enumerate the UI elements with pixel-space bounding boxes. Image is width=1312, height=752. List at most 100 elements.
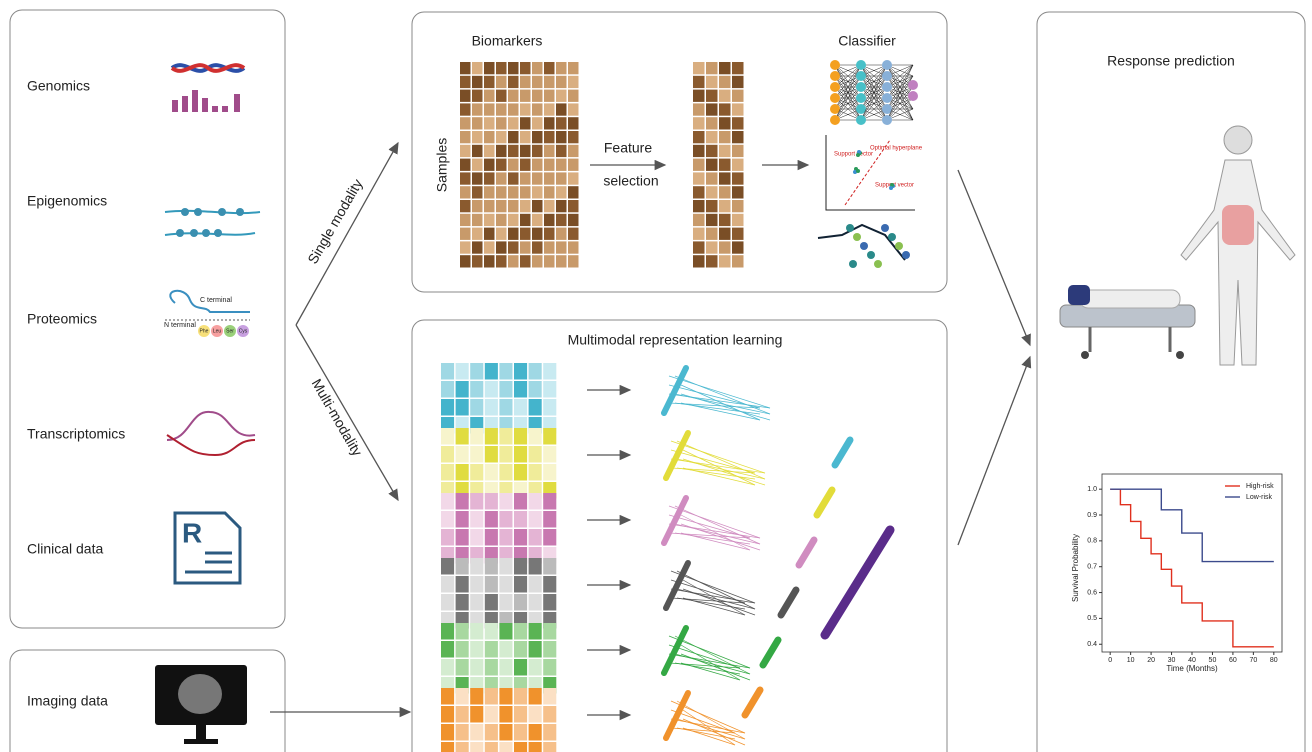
x-tick-label: 10 bbox=[1127, 657, 1135, 664]
latent-segment bbox=[763, 640, 778, 665]
heatmap-cell bbox=[508, 76, 519, 88]
tree-trunk bbox=[818, 225, 905, 260]
heatmap-cell bbox=[496, 103, 507, 115]
tree-node bbox=[853, 233, 861, 241]
panels bbox=[10, 10, 1305, 752]
heatmap-cell bbox=[470, 399, 483, 416]
response-panel bbox=[1037, 12, 1305, 752]
heatmap-cell bbox=[514, 529, 527, 546]
heatmap-cell bbox=[484, 90, 495, 102]
heatmap-cell bbox=[732, 62, 744, 74]
heatmap-cell bbox=[470, 641, 483, 658]
heatmap-cell bbox=[441, 688, 454, 705]
heatmap-cell bbox=[470, 464, 483, 481]
heatmap-cell bbox=[568, 159, 579, 171]
network-edge bbox=[675, 636, 750, 674]
heatmap-cell bbox=[485, 446, 498, 463]
heatmap-cell bbox=[514, 706, 527, 723]
heatmap-cell bbox=[520, 131, 531, 143]
heatmap-cell bbox=[693, 241, 705, 253]
heatmap-cell bbox=[485, 688, 498, 705]
network-edge bbox=[683, 580, 745, 615]
heatmap-cell bbox=[706, 103, 718, 115]
heatmap-cell bbox=[719, 241, 731, 253]
heatmap-cell bbox=[719, 145, 731, 157]
network-edge bbox=[677, 701, 745, 739]
heatmap-cell bbox=[544, 159, 555, 171]
heatmap-cell bbox=[543, 659, 556, 676]
fused-representation bbox=[825, 530, 890, 635]
heatmap-cell bbox=[532, 117, 543, 129]
heatmap-cell bbox=[514, 659, 527, 676]
heatmap-cell bbox=[441, 529, 454, 546]
heatmap-cell bbox=[514, 428, 527, 445]
omics-label: Transcriptomics bbox=[27, 426, 125, 442]
heatmap-cell bbox=[532, 131, 543, 143]
heatmap-cell bbox=[472, 90, 483, 102]
x-tick-label: 50 bbox=[1209, 657, 1217, 664]
svm-label: Support vector bbox=[834, 152, 873, 158]
heatmap-cell bbox=[568, 145, 579, 157]
x-tick-label: 60 bbox=[1229, 657, 1237, 664]
heatmap-cell bbox=[532, 255, 543, 267]
heatmap-cell bbox=[496, 62, 507, 74]
heatmap-cell bbox=[508, 131, 519, 143]
heatmap-cell bbox=[472, 241, 483, 253]
heatmap-cell bbox=[484, 172, 495, 184]
heatmap-cell bbox=[568, 241, 579, 253]
heatmap-cell bbox=[520, 255, 531, 267]
heatmap-cell bbox=[470, 594, 483, 611]
heatmap-cell bbox=[456, 363, 469, 380]
network-edge bbox=[683, 450, 755, 485]
heatmap-cell bbox=[520, 117, 531, 129]
heatmap-cell bbox=[543, 641, 556, 658]
heatmap-cell bbox=[472, 76, 483, 88]
heatmap-cell bbox=[485, 493, 498, 510]
heatmap-cell bbox=[719, 159, 731, 171]
heatmap-cell bbox=[441, 659, 454, 676]
heatmap-cell bbox=[441, 493, 454, 510]
heatmap-cell bbox=[508, 186, 519, 198]
heatmap-cell bbox=[706, 90, 718, 102]
heatmap-cell bbox=[706, 214, 718, 226]
heatmap-cell bbox=[485, 428, 498, 445]
heatmap-cell bbox=[568, 103, 579, 115]
heatmap-cell bbox=[441, 623, 454, 640]
y-tick-label: 0.8 bbox=[1087, 538, 1097, 545]
heatmap-cell bbox=[499, 399, 512, 416]
heatmap-cell bbox=[543, 688, 556, 705]
heatmap-cell bbox=[484, 255, 495, 267]
heatmap-cell bbox=[706, 62, 718, 74]
svm-point bbox=[856, 169, 860, 173]
heatmap-cell bbox=[543, 446, 556, 463]
heatmap-cell bbox=[568, 62, 579, 74]
heatmap-cell bbox=[543, 464, 556, 481]
heatmap-cell bbox=[529, 659, 542, 676]
heatmap-cell bbox=[556, 214, 567, 226]
heatmap-cell bbox=[441, 464, 454, 481]
heatmap-cell bbox=[568, 200, 579, 212]
nn-node bbox=[856, 115, 866, 125]
heatmap-cell bbox=[556, 255, 567, 267]
heatmap-cell bbox=[496, 214, 507, 226]
heatmap-cell bbox=[544, 186, 555, 198]
svm-point bbox=[889, 186, 893, 190]
heatmap-cell bbox=[485, 659, 498, 676]
heatmap-cell bbox=[693, 228, 705, 240]
heatmap-cell bbox=[456, 742, 469, 752]
y-tick-label: 0.4 bbox=[1087, 641, 1097, 648]
heatmap-cell bbox=[732, 145, 744, 157]
heatmap-cell bbox=[543, 529, 556, 546]
heatmap-cell bbox=[529, 529, 542, 546]
diagram: Genomics Epigenomics Proteomics Transcri… bbox=[0, 0, 1312, 752]
y-axis-label: Survival Probability bbox=[1071, 534, 1080, 602]
heatmap-cell bbox=[719, 76, 731, 88]
heatmap-cell bbox=[706, 76, 718, 88]
heatmap-cell bbox=[719, 62, 731, 74]
heatmap-cell bbox=[456, 576, 469, 593]
heatmap-cell bbox=[484, 103, 495, 115]
heatmap-cell bbox=[706, 131, 718, 143]
heatmap-cell bbox=[719, 186, 731, 198]
heatmap-cell bbox=[508, 228, 519, 240]
heatmap-cell bbox=[441, 381, 454, 398]
